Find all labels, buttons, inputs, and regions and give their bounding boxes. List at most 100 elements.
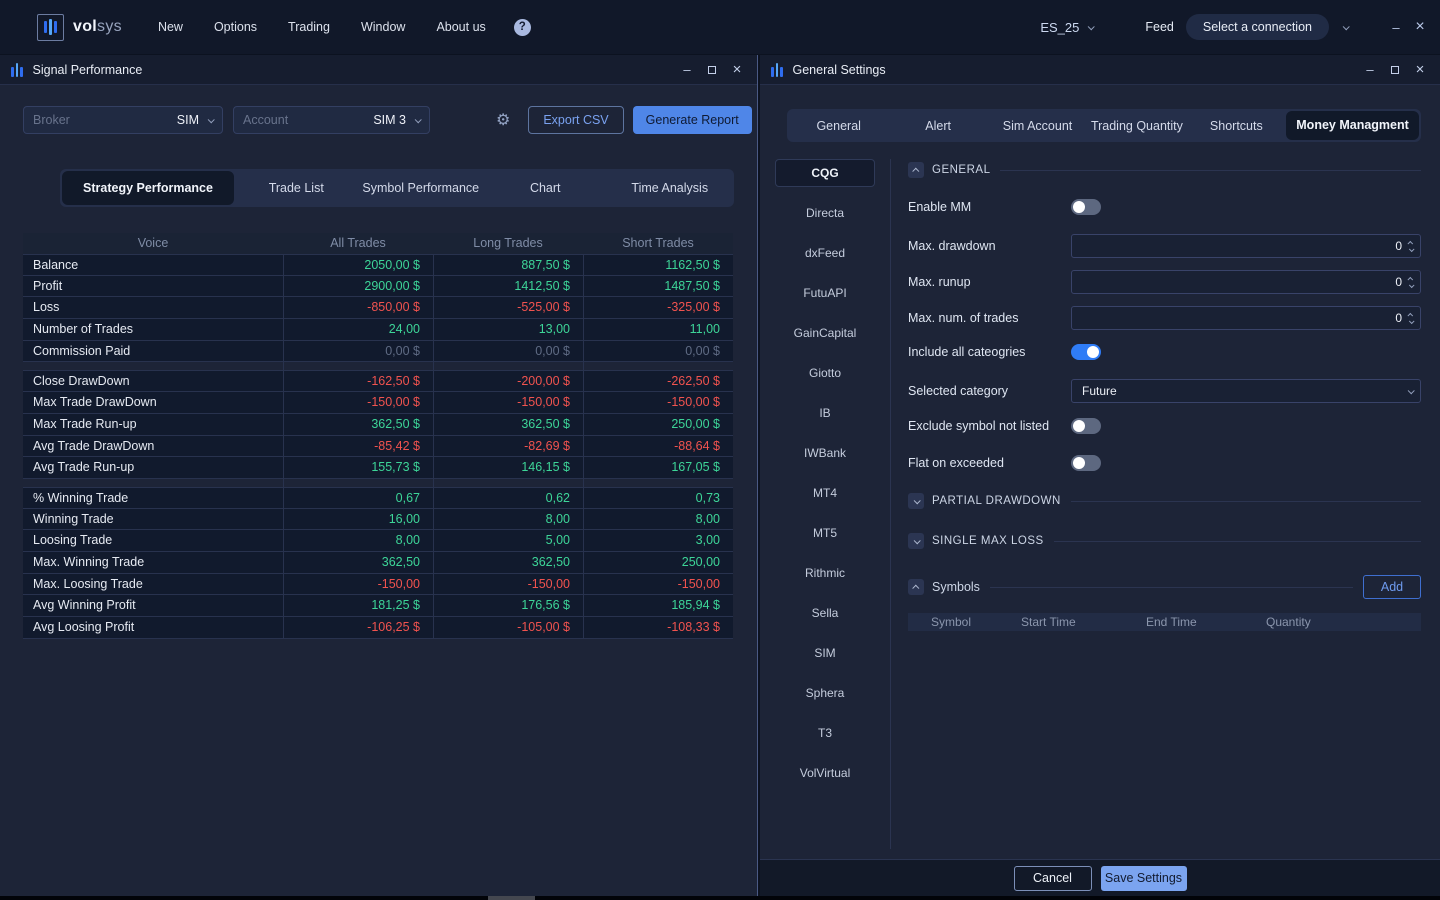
export-csv-button[interactable]: Export CSV — [528, 106, 624, 134]
expand-button[interactable] — [908, 533, 924, 549]
generate-report-button[interactable]: Generate Report — [632, 106, 752, 134]
add-symbol-button[interactable]: Add — [1363, 575, 1421, 599]
broker-item-dxfeed[interactable]: dxFeed — [804, 246, 846, 260]
minimize-button[interactable]: – — [1366, 62, 1374, 77]
table-row[interactable]: Profit 2900,00 $1412,50 $1487,50 $ — [23, 275, 733, 298]
table-row[interactable]: Commission Paid 0,00 $0,00 $0,00 $ — [23, 340, 733, 363]
table-row[interactable]: Avg Loosing Profit -106,25 $ -105,00 $ -108… — [23, 617, 733, 639]
tab-alert[interactable]: Alert — [925, 118, 951, 133]
tab-shortcuts[interactable]: Shortcuts — [1209, 118, 1263, 133]
tab-general[interactable]: General — [816, 118, 861, 133]
tab-trading-quantity[interactable]: Trading Quantity — [1090, 118, 1183, 133]
broker-item-volvirtual[interactable]: VolVirtual — [799, 766, 851, 780]
table-row[interactable]: % Winning Trade 0,67 0,62 0,73 — [23, 486, 733, 509]
flat-on-exceeded-toggle[interactable] — [1071, 455, 1101, 471]
spinner-icon[interactable] — [1407, 312, 1415, 324]
spin-down-icon[interactable] — [1408, 245, 1415, 252]
tab-strategy-performance[interactable]: Strategy Performance — [62, 171, 234, 205]
selected-category-select[interactable]: Future — [1071, 379, 1421, 403]
tab-time-analysis[interactable]: Time Analysis — [631, 181, 709, 195]
connection-select[interactable]: Select a connection — [1185, 14, 1329, 40]
chevron-down-icon — [414, 115, 422, 123]
broker-item-mt4[interactable]: MT4 — [813, 486, 837, 500]
broker-item-gaincapital[interactable]: GainCapital — [793, 326, 857, 340]
instrument-dropdown[interactable]: ES_25 — [1040, 20, 1096, 35]
table-row[interactable]: Max Trade DrawDown -150,00 $ -150,00 $ -150… — [23, 392, 733, 414]
menu-item-new[interactable]: New — [157, 20, 183, 34]
collapse-button[interactable] — [908, 579, 924, 595]
maximize-button[interactable] — [704, 62, 720, 77]
right-titlebar[interactable]: General Settings – × — [760, 55, 1440, 85]
include-all-categories-toggle[interactable] — [1071, 344, 1101, 360]
max-runup-input[interactable]: 0 — [1071, 270, 1421, 294]
broker-item-iwbank[interactable]: IWBank — [803, 446, 846, 460]
tab-trade-list[interactable]: Trade List — [268, 181, 324, 195]
app-close-button[interactable]: × — [1415, 18, 1425, 35]
broker-item-directa[interactable]: Directa — [805, 206, 844, 220]
exclude-symbol-not-listed-toggle[interactable] — [1071, 418, 1101, 434]
account-select[interactable]: Account SIM 3 — [233, 106, 430, 134]
menu-item-trading[interactable]: Trading — [288, 20, 330, 34]
save-settings-button[interactable]: Save Settings — [1100, 865, 1187, 891]
table-row[interactable]: Loosing Trade 8,00 5,00 3,00 — [23, 530, 733, 552]
spin-down-icon[interactable] — [1408, 281, 1415, 288]
table-row[interactable]: Max. Winning Trade 362,50 362,50 250,00 — [23, 551, 733, 574]
table-row[interactable]: Avg Trade DrawDown -85,42 $ -82,69 $ -88,64… — [23, 435, 733, 458]
row-value: 2050,00 $ — [283, 255, 433, 276]
maximize-button[interactable] — [1387, 62, 1403, 77]
cancel-button[interactable]: Cancel — [1013, 865, 1092, 891]
table-row[interactable]: Balance 2050,00 $887,50 $1162,50 $ — [23, 254, 733, 276]
tab-money-managment[interactable]: Money Managment — [1286, 111, 1420, 140]
menu-item-about-us[interactable]: About us — [436, 20, 486, 34]
table-row[interactable]: Max Trade Run-up 362,50 $362,50 $250,00 $ — [23, 413, 733, 436]
table-row[interactable]: Avg Trade Run-up 155,73 $146,15 $167,05 $ — [23, 457, 733, 479]
max-num-trades-input[interactable]: 0 — [1071, 306, 1421, 330]
menu-item-options[interactable]: Options — [213, 20, 258, 34]
app-minimize-button[interactable]: – — [1392, 19, 1400, 35]
broker-item-sphera[interactable]: Sphera — [805, 686, 845, 700]
table-row[interactable]: Max. Loosing Trade -150,00 -150,00 -150,00 — [23, 573, 733, 596]
spin-up-icon[interactable] — [1407, 240, 1414, 247]
table-row[interactable]: Avg Winning Profit 181,25 $176,56 $185,94… — [23, 595, 733, 617]
setting-label: Exclude symbol not listed — [908, 419, 1050, 433]
broker-item-futuapi[interactable]: FutuAPI — [803, 286, 847, 300]
expand-button[interactable] — [908, 493, 924, 509]
broker-select[interactable]: Broker SIM — [23, 106, 223, 134]
spinner-icon[interactable] — [1407, 240, 1415, 252]
enable-mm-toggle[interactable] — [1071, 199, 1101, 215]
broker-item-sella[interactable]: Sella — [811, 606, 839, 620]
close-button[interactable]: × — [732, 61, 742, 78]
max-drawdown-input[interactable]: 0 — [1071, 234, 1421, 258]
row-label: Max. Loosing Trade — [33, 576, 143, 591]
collapse-button[interactable] — [908, 162, 924, 178]
broker-item-t3[interactable]: T3 — [817, 726, 832, 740]
table-row[interactable]: Loss -850,00 $ -525,00 $ -325,00 $ — [23, 297, 733, 320]
chevron-down-icon — [1407, 386, 1415, 394]
spin-down-icon[interactable] — [1408, 317, 1415, 324]
left-titlebar[interactable]: Signal Performance – × — [0, 55, 757, 85]
spin-up-icon[interactable] — [1407, 276, 1414, 283]
menu-item-window[interactable]: Window — [360, 20, 406, 34]
connection-chevron-icon[interactable] — [1342, 22, 1350, 30]
tab-chart[interactable]: Chart — [529, 181, 561, 195]
section-title: SINGLE MAX LOSS — [932, 535, 1044, 547]
table-row[interactable]: Number of Trades 24,00 13,00 11,00 — [23, 319, 733, 341]
table-row[interactable]: Close DrawDown -162,50 $ -200,00 $ -262,50 … — [23, 370, 733, 393]
broker-item-giotto[interactable]: Giotto — [808, 366, 841, 380]
close-button[interactable]: × — [1415, 61, 1425, 78]
gear-icon[interactable]: ⚙ — [496, 112, 511, 129]
minimize-button[interactable]: – — [683, 62, 691, 77]
table-row[interactable]: Winning Trade 16,00 8,00 8,00 — [23, 508, 733, 531]
broker-item-ib[interactable]: IB — [819, 406, 831, 420]
account-label: Account — [243, 113, 289, 127]
spinner-icon[interactable] — [1407, 276, 1415, 288]
broker-item-cqg[interactable]: CQG — [775, 159, 875, 187]
broker-item-rithmic[interactable]: Rithmic — [804, 566, 845, 580]
broker-item-mt5[interactable]: MT5 — [813, 526, 837, 540]
broker-item-sim[interactable]: SIM — [814, 646, 836, 660]
tab-symbol-performance[interactable]: Symbol Performance — [362, 181, 480, 195]
symbols-column-header: End Time — [1146, 615, 1197, 629]
tab-sim-account[interactable]: Sim Account — [1002, 118, 1073, 133]
spin-up-icon[interactable] — [1407, 312, 1414, 319]
help-icon[interactable]: ? — [513, 18, 531, 36]
